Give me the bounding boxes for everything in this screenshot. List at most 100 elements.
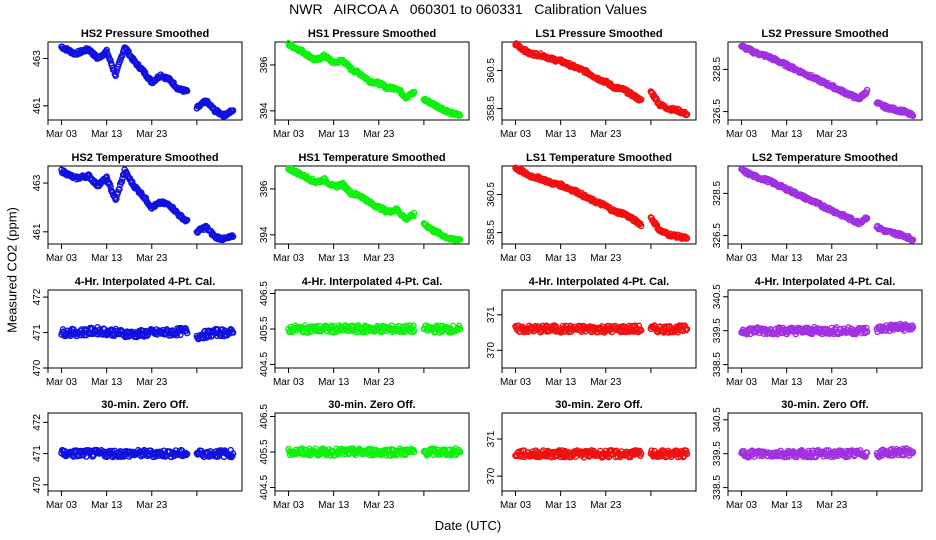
panel-title: HS1 Pressure Smoothed [308,28,436,40]
data-point [683,450,691,458]
data-point [456,448,464,456]
y-tick-label: 339.5 [712,318,723,343]
y-tick-label: 463 [32,174,43,191]
y-tick-label: 396 [259,180,270,197]
x-tick-label: Mar 13 [545,253,577,264]
x-tick-label: Mar 13 [545,377,577,388]
y-tick-label: 405.5 [259,439,270,464]
y-tick-label: 461 [32,97,43,114]
y-tick-label: 360.5 [486,182,497,207]
x-tick-label: Mar 03 [726,129,758,140]
x-tick-label: Mar 13 [91,377,123,388]
panel-frame [47,289,243,369]
x-tick-label: Mar 03 [46,253,78,264]
x-tick-label: Mar 13 [771,129,803,140]
data-points [58,43,237,120]
data-point [229,450,237,457]
x-tick-label: Mar 23 [363,253,395,264]
panel-frame [727,412,923,492]
x-tick-label: Mar 13 [318,253,350,264]
panel-title: 30-min. Zero Off. [101,399,188,411]
y-tick-label: 371 [486,306,497,323]
data-points [512,164,691,242]
x-tick-label: Mar 13 [771,253,803,264]
data-point [183,450,191,458]
x-tick-label: Mar 23 [136,500,168,511]
data-point [682,447,690,455]
data-point [229,329,237,336]
data-point [683,325,691,333]
panel-frame [501,289,697,369]
data-point [637,450,645,457]
data-point [312,445,319,453]
x-tick-label: Mar 23 [590,129,622,140]
y-tick-label: 370 [486,467,497,484]
data-point [909,323,917,331]
x-tick-label: Mar 13 [318,377,350,388]
data-point [863,324,870,332]
data-point [862,453,869,460]
y-tick-label: 405.5 [259,316,270,341]
x-tick-label: Mar 23 [136,253,168,264]
y-tick-label: 406.5 [259,404,270,429]
x-tick-label: Mar 13 [91,129,123,140]
x-tick-label: Mar 23 [363,500,395,511]
data-point [683,111,691,118]
data-point [410,88,418,96]
y-tick-label: 471 [32,324,43,341]
panel-frame [274,165,470,245]
y-tick-label: 470 [32,476,43,493]
panel-frame [501,165,697,245]
data-point [637,327,645,334]
panel-title: HS2 Pressure Smoothed [81,28,209,40]
panel-frame [727,289,923,369]
x-tick-label: Mar 13 [771,500,803,511]
panel-frame [274,41,470,121]
panel-frame [47,41,243,121]
panel-title: HS1 Temperature Smoothed [298,152,445,164]
main-title: NWR AIRCOA A 060301 to 060331 Calibratio… [289,1,647,17]
data-point [909,112,917,120]
y-tick-label: 328.5 [712,180,723,205]
y-tick-label: 340.5 [712,407,723,432]
x-tick-label: Mar 03 [46,129,78,140]
x-tick-label: Mar 23 [136,129,168,140]
y-tick-label: 404.5 [259,352,270,377]
x-tick-label: Mar 13 [545,500,577,511]
panel-title: LS1 Temperature Smoothed [526,152,672,164]
data-point [103,46,110,54]
data-points [512,447,691,461]
y-tick-label: 370 [486,341,497,358]
y-tick-label: 326.5 [712,99,723,124]
panel-title: 30-min. Zero Off. [555,399,642,411]
x-tick-label: Mar 03 [273,500,305,511]
y-tick-label: 338.5 [712,475,723,500]
x-tick-label: Mar 23 [136,377,168,388]
x-tick-label: Mar 03 [273,129,305,140]
y-tick-label: 472 [32,414,43,431]
panel-frame [47,412,243,492]
data-point [863,214,871,222]
y-tick-label: 339.5 [712,441,723,466]
data-point [183,216,191,224]
y-tick-label: 471 [32,445,43,462]
panel-title: HS2 Temperature Smoothed [71,152,218,164]
panel-frame [727,41,923,121]
x-tick-label: Mar 03 [273,253,305,264]
data-points [58,446,237,461]
y-tick-label: 326.5 [712,223,723,248]
y-tick-label: 472 [32,288,43,305]
data-point [103,173,110,180]
data-point [410,209,418,217]
data-points [512,40,691,119]
data-point [456,236,464,243]
panel-title: LS2 Pressure Smoothed [761,28,888,40]
x-tick-label: Mar 23 [363,377,395,388]
x-tick-label: Mar 23 [816,377,848,388]
panel-title: 30-min. Zero Off. [328,399,415,411]
panel-title: 4-Hr. Interpolated 4-Pt. Cal. [75,276,216,288]
data-point [229,233,237,240]
panel-frame [501,412,697,492]
data-point [183,329,191,337]
data-point [118,178,125,186]
